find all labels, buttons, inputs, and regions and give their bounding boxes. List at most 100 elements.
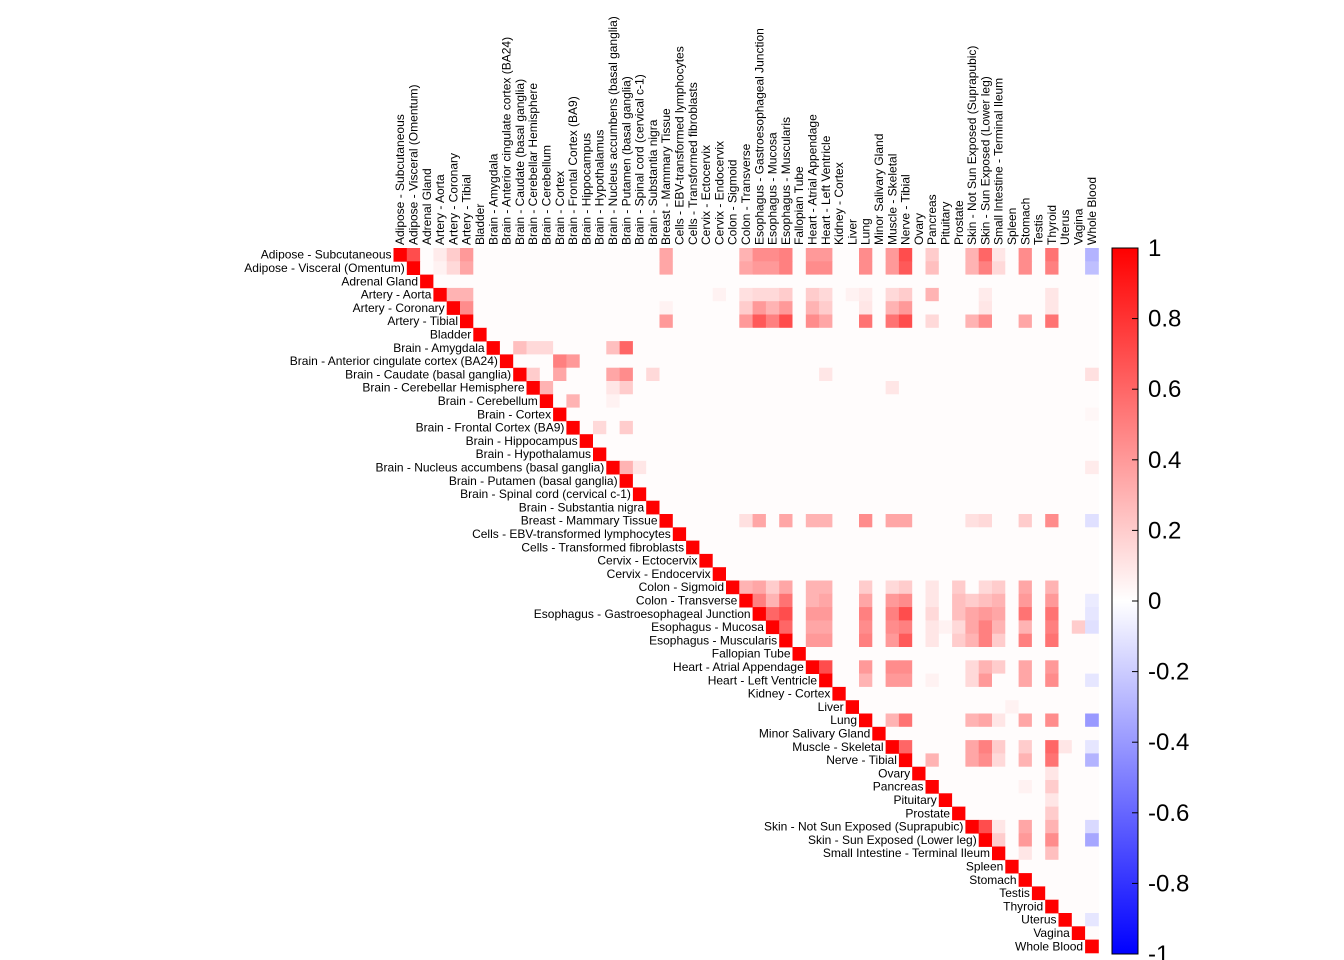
row-label-artery-aorta: Artery - Aorta [361,288,432,302]
heatmap-cell-15-27 [752,447,767,462]
heatmap-cell-38-49 [1045,753,1059,768]
heatmap-cell-16-43 [965,460,980,475]
heatmap-cell-16-19 [646,460,660,475]
heatmap-cell-48-49 [1045,886,1059,901]
heatmap-cell-2-19 [646,274,660,289]
heatmap-cell-0-11 [539,248,554,262]
heatmap-cell-18-40 [925,487,940,502]
heatmap-cell-15-28 [765,447,780,462]
heatmap-cell-20-37 [885,514,900,528]
heatmap-cell-20-30 [792,514,807,528]
heatmap-cell-34-51 [1071,700,1086,714]
heatmap-cell-7-17 [619,341,634,355]
heatmap-cell-9-47 [1018,367,1033,382]
heatmap-cell-8-48 [1031,354,1046,369]
heatmap-cell-11-40 [925,394,940,408]
heatmap-cell-38-45 [992,753,1006,768]
heatmap-cell-18-24 [712,487,727,502]
column-label-nerve-tibial: Nerve - Tibial [899,174,913,245]
heatmap-cell-6-43 [965,327,980,342]
heatmap-cell-39-39 [912,766,926,781]
heatmap-cell-15-30 [792,447,807,462]
heatmap-cell-34-39 [912,700,926,714]
heatmap-cell-29-41 [938,633,953,648]
heatmap-cell-33-35 [859,686,873,701]
heatmap-cell-6-6 [473,327,487,342]
heatmap-cell-18-52 [1085,487,1099,502]
heatmap-cell-23-43 [965,553,980,568]
heatmap-cell-27-46 [1005,607,1019,621]
heatmap-cell-14-38 [898,434,913,448]
heatmap-cell-46-51 [1071,859,1086,874]
heatmap-cell-6-11 [539,327,554,342]
heatmap-cell-17-34 [845,474,860,488]
heatmap-cell-28-40 [925,620,940,635]
heatmap-cell-8-36 [872,354,886,369]
heatmap-cell-17-48 [1031,474,1046,488]
heatmap-cell-21-48 [1031,527,1046,541]
heatmap-cell-17-45 [992,474,1006,488]
heatmap-cell-3-29 [779,287,793,302]
heatmap-cell-6-51 [1071,327,1086,342]
heatmap-cell-24-35 [859,567,873,581]
heatmap-cell-8-34 [845,354,860,369]
heatmap-cell-20-50 [1058,514,1073,528]
heatmap-cell-47-51 [1071,873,1086,887]
heatmap-cell-14-16 [606,434,620,448]
heatmap-cell-31-38 [898,660,913,674]
heatmap-cell-14-45 [992,434,1006,448]
heatmap-cell-6-18 [632,327,647,342]
heatmap-cell-21-41 [938,527,953,541]
heatmap-cell-16-18 [632,460,647,475]
column-label-brain-spinal-cord-cervical-c-1: Brain - Spinal cord (cervical c-1) [633,74,647,245]
column-label-stomach: Stomach [1018,198,1032,245]
heatmap-cell-31-49 [1045,660,1059,674]
heatmap-cell-9-22 [686,367,700,382]
heatmap-cell-9-24 [712,367,727,382]
heatmap-cell-4-39 [912,301,926,315]
heatmap-cell-41-50 [1058,793,1073,807]
heatmap-cell-8-28 [765,354,780,369]
heatmap-cell-2-18 [632,274,647,289]
heatmap-cell-39-45 [992,766,1006,781]
heatmap-cell-8-22 [686,354,700,369]
heatmap-cell-9-45 [992,367,1006,382]
row-label-minor-salivary-gland: Minor Salivary Gland [759,726,870,740]
heatmap-cell-13-42 [952,420,966,435]
heatmap-cell-19-46 [1005,500,1019,515]
heatmap-cell-11-21 [672,394,687,408]
column-label-brain-cortex: Brain - Cortex [553,171,567,245]
heatmap-cell-13-16 [606,420,620,435]
heatmap-cell-1-33 [832,261,847,275]
heatmap-cell-9-13 [566,367,581,382]
heatmap-cell-22-35 [859,540,873,555]
heatmap-cell-12-38 [898,407,913,422]
row-label-artery-coronary: Artery - Coronary [353,301,445,315]
heatmap-cell-15-19 [646,447,660,462]
heatmap-cell-7-19 [646,341,660,355]
heatmap-cell-32-39 [912,673,926,688]
heatmap-cell-51-52 [1085,926,1099,940]
column-label-liver: Liver [845,219,859,245]
heatmap-cell-0-4 [446,248,461,262]
heatmap-cell-41-42 [952,793,966,807]
heatmap-cell-13-21 [672,420,687,435]
heatmap-cell-0-51 [1071,248,1086,262]
heatmap-cell-23-30 [792,553,807,568]
heatmap-cell-4-33 [832,301,847,315]
heatmap-cell-30-34 [845,647,860,661]
heatmap-cell-11-22 [686,394,700,408]
heatmap-cell-19-44 [978,500,993,515]
heatmap-cell-6-33 [832,327,847,342]
heatmap-cell-17-22 [686,474,700,488]
column-label-adrenal-gland: Adrenal Gland [420,168,434,245]
heatmap-cell-23-41 [938,553,953,568]
heatmap-cell-18-45 [992,487,1006,502]
heatmap-cell-44-48 [1031,833,1046,847]
heatmap-cell-1-26 [739,261,753,275]
heatmap-cell-21-25 [726,527,740,541]
heatmap-cell-34-40 [925,700,940,714]
heatmap-cell-5-41 [938,314,953,329]
column-label-cells-ebv-transformed-lymphocytes: Cells - EBV-transformed lymphocytes [672,46,686,245]
heatmap-cell-12-15 [593,407,607,422]
